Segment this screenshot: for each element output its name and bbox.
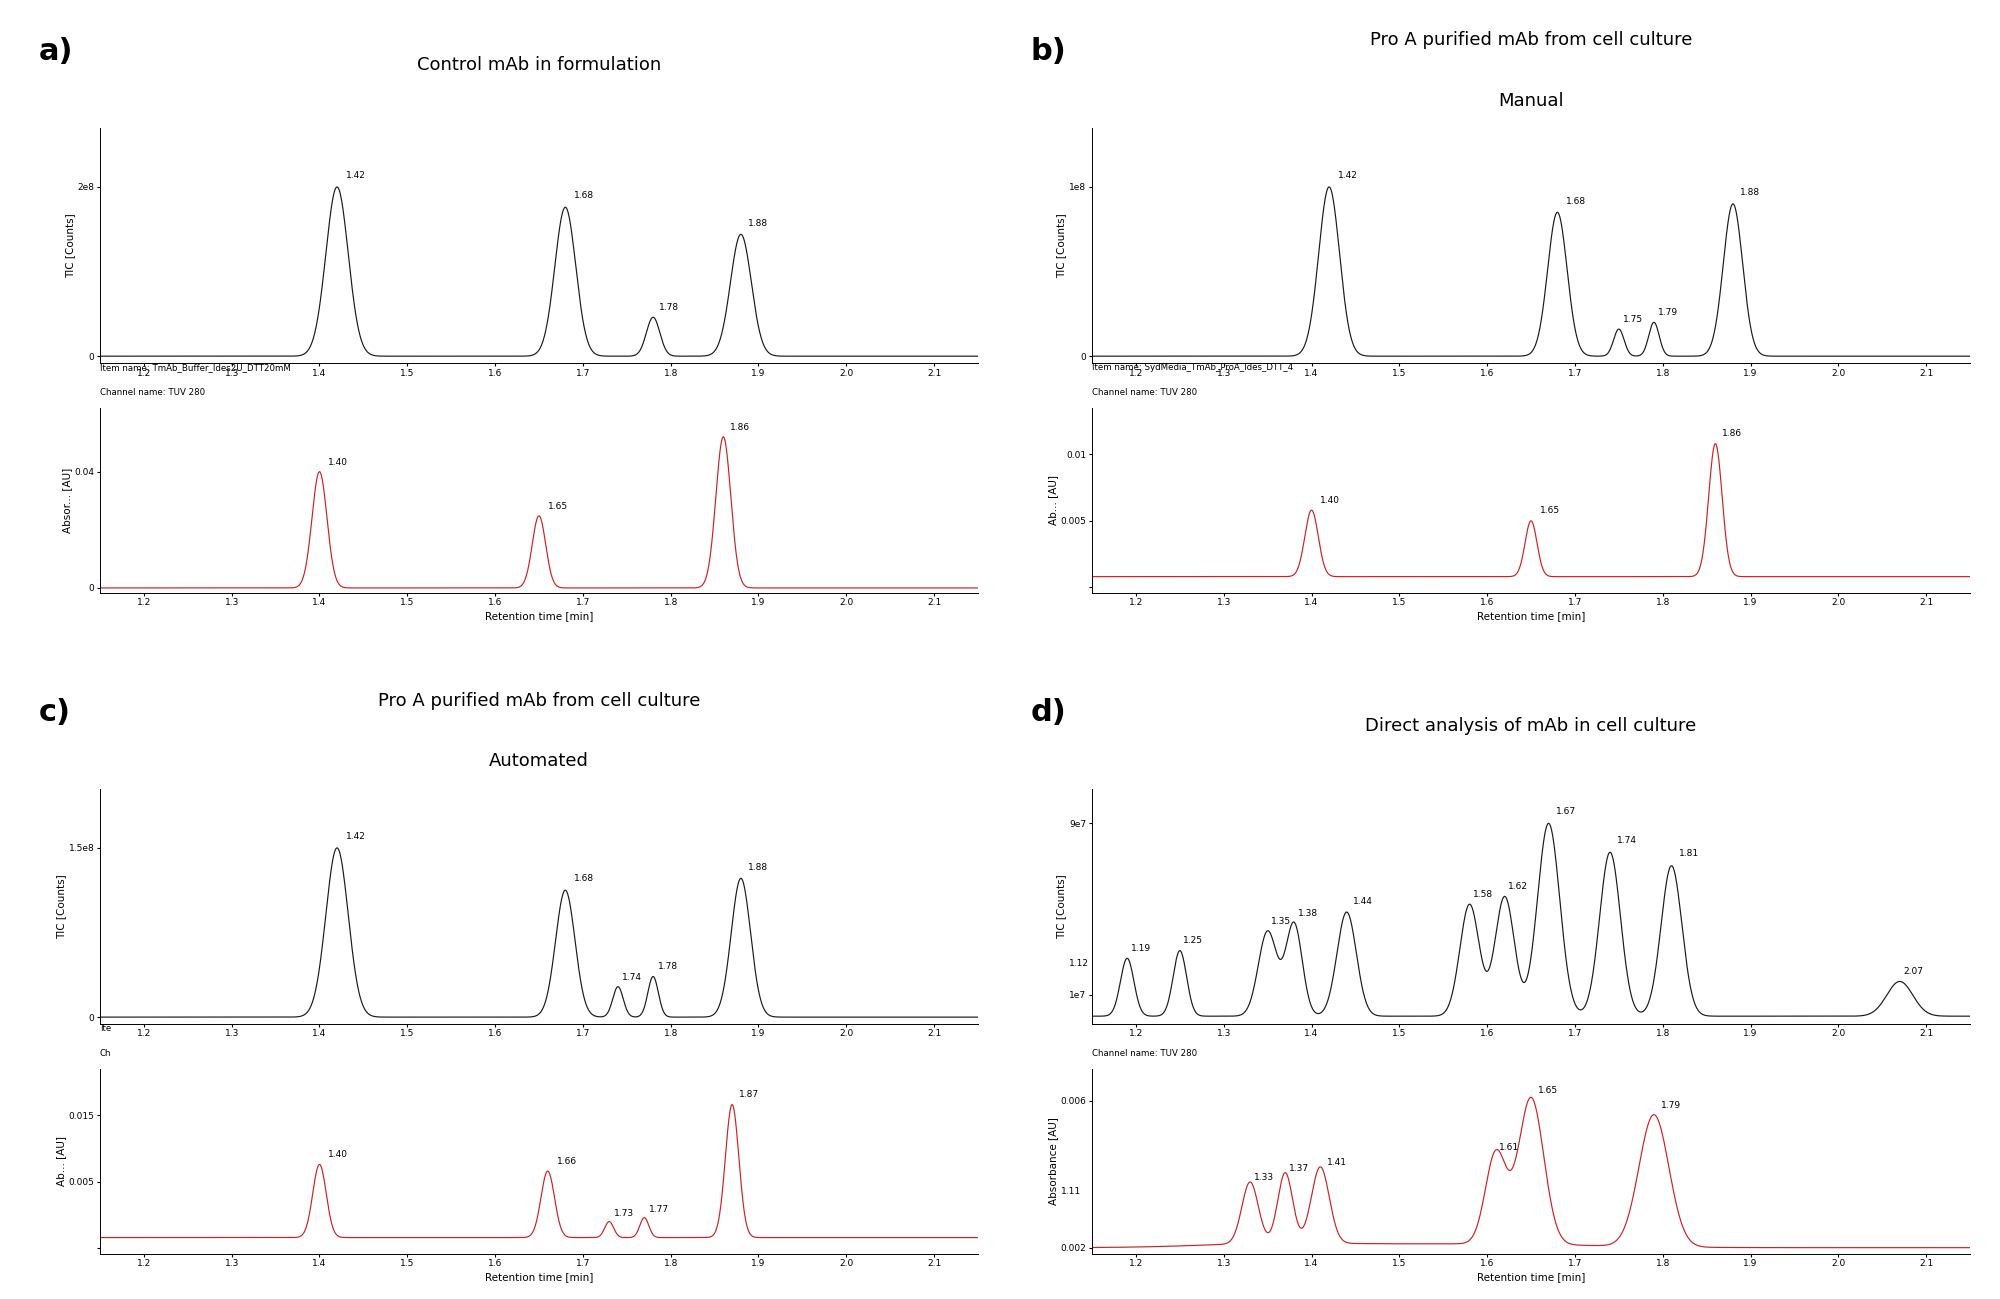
Text: 1.74: 1.74 — [1618, 835, 1638, 844]
Text: Channel name: TUV 280: Channel name: TUV 280 — [100, 387, 206, 396]
Text: 1.68: 1.68 — [574, 191, 594, 200]
Y-axis label: TIC [Counts]: TIC [Counts] — [64, 213, 74, 278]
Y-axis label: Absor... [AU]: Absor... [AU] — [62, 468, 72, 533]
Text: 1.42: 1.42 — [346, 833, 366, 840]
Text: 1.35: 1.35 — [1272, 917, 1292, 926]
Text: b): b) — [1030, 38, 1066, 66]
Text: 1.68: 1.68 — [1566, 196, 1586, 205]
Text: 1.86: 1.86 — [1722, 430, 1742, 438]
Text: 1.41: 1.41 — [1326, 1157, 1346, 1167]
X-axis label: Retention time [min]: Retention time [min] — [484, 1272, 594, 1282]
Text: 1.74: 1.74 — [622, 973, 642, 982]
Text: 1.11: 1.11 — [1060, 1187, 1080, 1196]
Y-axis label: TIC [Counts]: TIC [Counts] — [1056, 874, 1066, 939]
Text: Pro A purified mAb from cell culture: Pro A purified mAb from cell culture — [378, 691, 700, 709]
Text: 1.79: 1.79 — [1660, 1100, 1682, 1109]
Text: 1.37: 1.37 — [1288, 1164, 1308, 1173]
Text: Channel name: TUV 280: Channel name: TUV 280 — [1092, 1048, 1198, 1057]
Text: 1.87: 1.87 — [740, 1090, 760, 1099]
Text: 1.81: 1.81 — [1678, 850, 1698, 859]
Text: 1.78: 1.78 — [658, 963, 678, 972]
Text: Direct analysis of mAb in cell culture: Direct analysis of mAb in cell culture — [1366, 717, 1696, 735]
X-axis label: Retention time [min]: Retention time [min] — [484, 612, 594, 621]
Text: Control mAb in formulation: Control mAb in formulation — [416, 56, 662, 74]
Y-axis label: Absorbance [AU]: Absorbance [AU] — [1048, 1117, 1058, 1205]
Text: 1.75: 1.75 — [1624, 316, 1644, 323]
Text: 1.62: 1.62 — [1508, 882, 1528, 891]
Text: 1.40: 1.40 — [328, 1150, 348, 1159]
Text: 1.68: 1.68 — [574, 874, 594, 883]
Text: 2.07: 2.07 — [1904, 966, 1924, 976]
Y-axis label: Ab... [AU]: Ab... [AU] — [1048, 475, 1058, 525]
Text: 1.88: 1.88 — [1740, 188, 1760, 197]
Text: Automated: Automated — [490, 752, 588, 770]
Text: Manual: Manual — [1498, 91, 1564, 109]
Text: 1.58: 1.58 — [1474, 890, 1494, 899]
Text: c): c) — [38, 698, 70, 727]
Text: Item name: SydMedia_TmAb_ProA_Ides_DTT_4: Item name: SydMedia_TmAb_ProA_Ides_DTT_4 — [1092, 362, 1294, 372]
Text: 1.25: 1.25 — [1184, 935, 1204, 944]
Text: 1.73: 1.73 — [614, 1208, 634, 1217]
Text: 1.78: 1.78 — [660, 303, 680, 312]
Text: 1.65: 1.65 — [1538, 1086, 1558, 1095]
Y-axis label: TIC [Counts]: TIC [Counts] — [56, 874, 66, 939]
Text: 1.44: 1.44 — [1352, 898, 1372, 907]
Text: 1.66: 1.66 — [556, 1157, 576, 1165]
Text: 1.65: 1.65 — [548, 503, 568, 512]
Text: 1.40: 1.40 — [328, 459, 348, 468]
Text: a): a) — [38, 38, 74, 66]
Text: Ch: Ch — [100, 1048, 112, 1057]
Text: 1.38: 1.38 — [1298, 909, 1318, 918]
Text: 1.33: 1.33 — [1254, 1173, 1274, 1182]
X-axis label: Retention time [min]: Retention time [min] — [1476, 1272, 1586, 1282]
Text: d): d) — [1030, 698, 1066, 727]
Text: 1.19: 1.19 — [1130, 943, 1150, 952]
Text: 1.88: 1.88 — [748, 863, 768, 872]
Text: 1.61: 1.61 — [1500, 1143, 1520, 1152]
Text: 1.77: 1.77 — [648, 1204, 668, 1213]
Text: Item name: TmAb_Buffer_Ides2U_DTT20mM: Item name: TmAb_Buffer_Ides2U_DTT20mM — [100, 362, 290, 372]
Text: Channel name: TUV 280: Channel name: TUV 280 — [1092, 387, 1198, 396]
Text: 1.42: 1.42 — [1338, 171, 1358, 181]
Text: 1.86: 1.86 — [730, 423, 750, 433]
Text: 1.65: 1.65 — [1540, 507, 1560, 516]
Text: 1.79: 1.79 — [1658, 308, 1678, 317]
Text: 1.88: 1.88 — [748, 218, 768, 227]
Text: 1.67: 1.67 — [1556, 807, 1576, 816]
X-axis label: Retention time [min]: Retention time [min] — [1476, 612, 1586, 621]
Y-axis label: TIC [Counts]: TIC [Counts] — [1056, 213, 1066, 278]
Text: 1.42: 1.42 — [346, 171, 366, 181]
Text: 1.40: 1.40 — [1320, 496, 1340, 505]
Y-axis label: Ab... [AU]: Ab... [AU] — [56, 1137, 66, 1186]
Text: 1.12: 1.12 — [1070, 959, 1090, 968]
Text: Ite: Ite — [100, 1024, 112, 1033]
Text: Pro A purified mAb from cell culture: Pro A purified mAb from cell culture — [1370, 31, 1692, 48]
